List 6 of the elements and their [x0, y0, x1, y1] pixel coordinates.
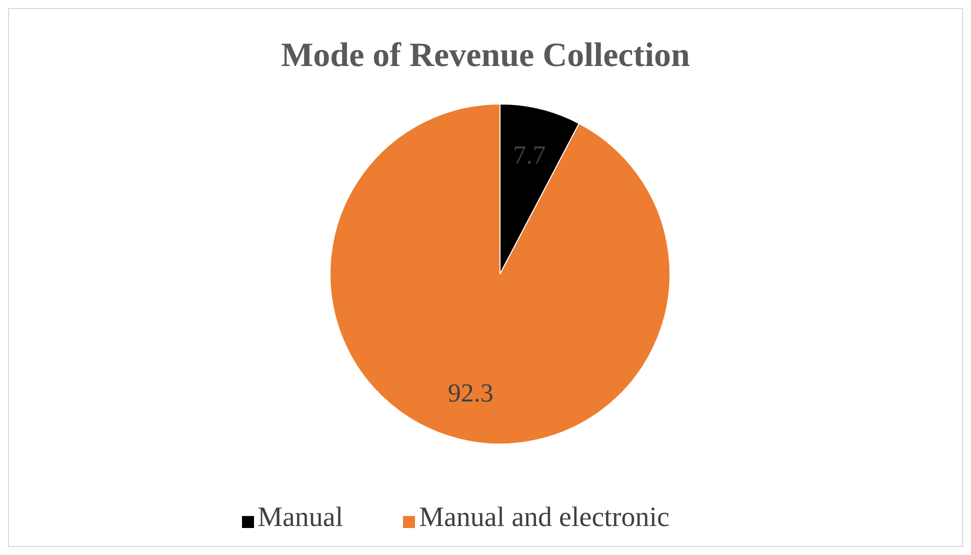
- legend-label: Manual: [258, 502, 344, 533]
- pie-slice: [330, 104, 670, 444]
- data-label: 7.7: [513, 140, 546, 170]
- chart-title: Mode of Revenue Collection: [280, 37, 691, 75]
- data-label: 92.3: [448, 378, 494, 408]
- legend-label: Manual and electronic: [419, 502, 670, 533]
